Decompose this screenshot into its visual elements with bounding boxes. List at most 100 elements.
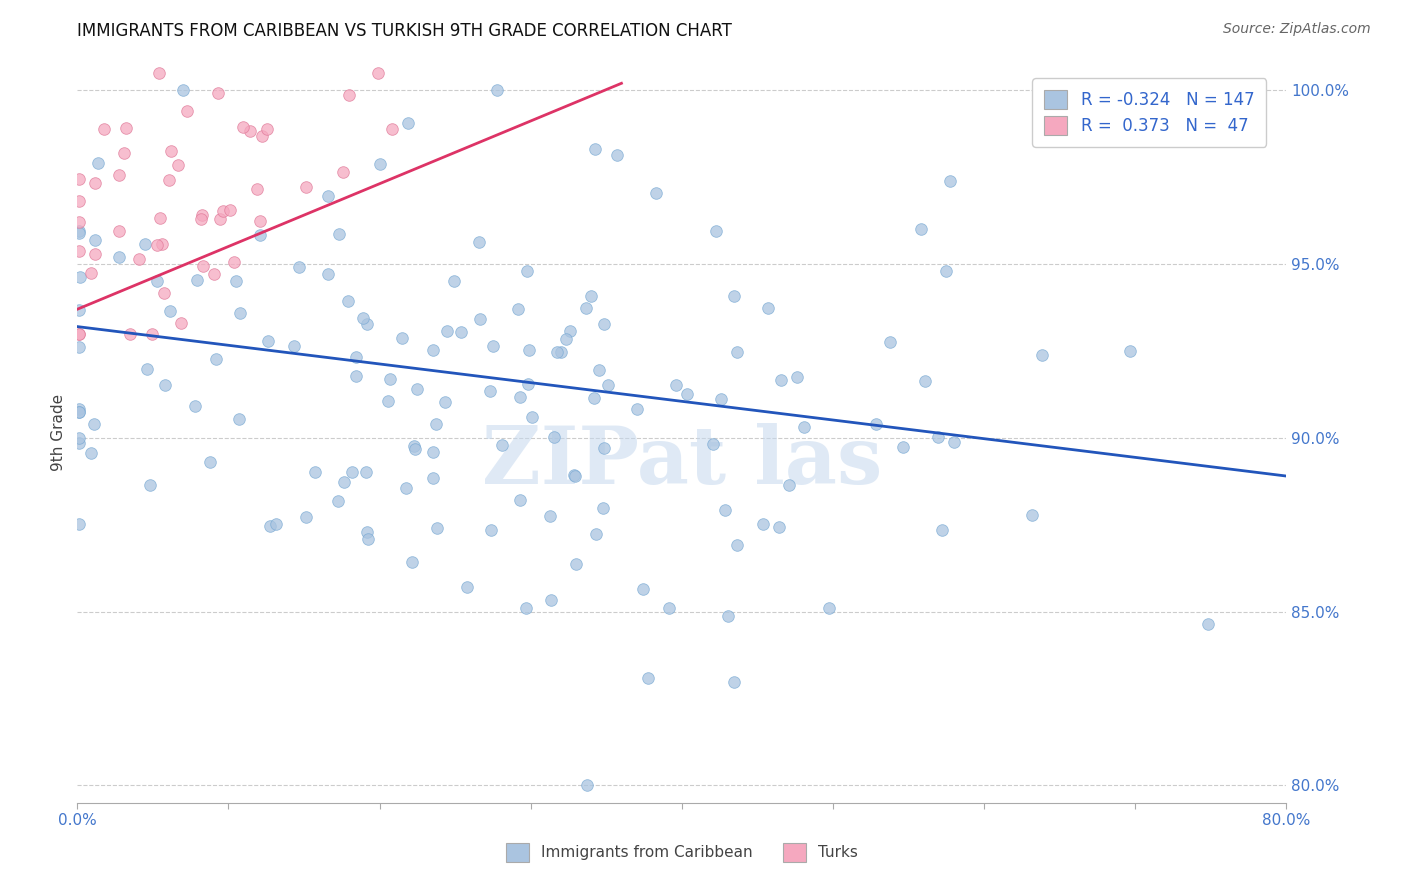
Point: [396, 116, 419, 130]
Point: [67, 340, 90, 354]
Point: [67, 326, 90, 341]
Point: [710, 392, 733, 407]
Point: [222, 254, 245, 268]
Point: [582, 391, 605, 405]
Point: [378, 372, 401, 386]
Point: [786, 370, 808, 384]
Point: [391, 331, 413, 345]
Point: [205, 352, 228, 367]
Point: [593, 317, 616, 331]
Point: [752, 516, 775, 531]
Point: [356, 317, 378, 331]
Point: [107, 224, 129, 238]
Point: [725, 538, 748, 552]
Point: [778, 478, 800, 492]
Point: [1197, 617, 1219, 632]
Point: [564, 558, 586, 572]
Point: [522, 410, 544, 425]
Point: [479, 523, 502, 537]
Point: [304, 465, 326, 479]
Point: [239, 124, 262, 138]
Point: [506, 301, 529, 316]
Point: [264, 517, 287, 532]
Point: [450, 325, 472, 339]
Point: [67, 172, 90, 186]
Point: [344, 350, 367, 364]
Point: [377, 393, 399, 408]
Point: [558, 325, 581, 339]
Point: [316, 267, 339, 281]
Point: [153, 286, 176, 301]
Point: [516, 264, 538, 278]
Point: [354, 465, 377, 479]
Point: [404, 442, 426, 457]
Point: [543, 430, 565, 444]
Point: [67, 405, 90, 419]
Point: [170, 316, 193, 330]
Point: [479, 384, 502, 399]
Point: [723, 289, 745, 303]
Point: [769, 374, 792, 388]
Point: [191, 208, 214, 222]
Point: [67, 303, 90, 318]
Point: [184, 399, 207, 413]
Point: [910, 221, 932, 235]
Point: [357, 532, 380, 546]
Point: [186, 272, 208, 286]
Point: [232, 120, 254, 135]
Point: [702, 437, 724, 451]
Point: [756, 301, 779, 315]
Point: [645, 186, 668, 201]
Point: [150, 237, 173, 252]
Point: [368, 157, 391, 171]
Point: [540, 593, 562, 607]
Point: [67, 402, 90, 417]
Point: [1031, 348, 1053, 362]
Point: [80, 266, 103, 280]
Point: [67, 226, 90, 240]
Point: [80, 446, 103, 460]
Point: [252, 128, 274, 143]
Point: [67, 517, 90, 532]
Point: [218, 203, 240, 218]
Point: [436, 324, 458, 338]
Point: [768, 520, 790, 534]
Point: [84, 247, 107, 261]
Point: [538, 509, 561, 524]
Point: [817, 601, 839, 615]
Point: [468, 235, 491, 249]
Point: [193, 259, 215, 273]
Point: [434, 395, 457, 409]
Point: [67, 194, 90, 208]
Point: [1021, 508, 1043, 523]
Point: [149, 211, 172, 225]
Point: [592, 500, 614, 515]
Point: [422, 445, 444, 459]
Point: [879, 334, 901, 349]
Point: [939, 174, 962, 188]
Point: [87, 156, 110, 170]
Point: [593, 441, 616, 455]
Point: [723, 674, 745, 689]
Point: [249, 228, 271, 243]
Point: [468, 311, 491, 326]
Point: [128, 252, 150, 266]
Point: [198, 455, 221, 469]
Point: [509, 493, 531, 508]
Point: [356, 524, 378, 539]
Point: [422, 343, 444, 357]
Point: [115, 120, 138, 135]
Point: [717, 608, 740, 623]
Point: [865, 417, 887, 431]
Point: [153, 377, 176, 392]
Point: [69, 270, 91, 285]
Point: [714, 503, 737, 517]
Point: [316, 188, 339, 202]
Point: [326, 494, 349, 508]
Point: [381, 122, 404, 136]
Point: [706, 224, 728, 238]
Point: [146, 274, 169, 288]
Point: [134, 237, 156, 252]
Point: [927, 430, 949, 444]
Point: [665, 377, 688, 392]
